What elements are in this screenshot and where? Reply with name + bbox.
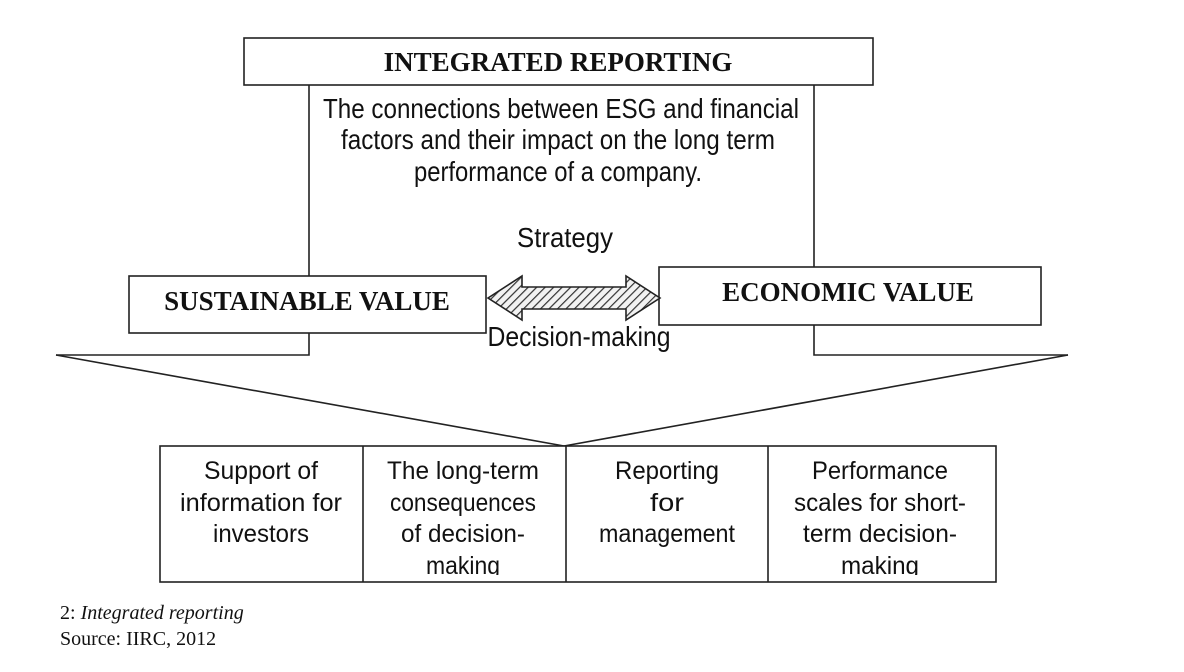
cell-2-line-2: consequences [390, 489, 536, 517]
cell-4-line-4: making [841, 552, 919, 580]
cells-text: Support of information for investors The… [180, 457, 966, 580]
cell-2-line-4: making [426, 552, 500, 580]
funnel-left-edge [55, 354, 565, 447]
caption-number: 2: [60, 602, 76, 624]
cell-1-line-3: investors [213, 520, 309, 548]
sustainable-value-box [128, 275, 487, 334]
caption-title-line: 2: Integrated reporting [60, 600, 244, 626]
cell-2-line-1: The long-term [387, 457, 539, 485]
description-line-1: The connections between ESG and financia… [323, 93, 799, 124]
frame-right-step [813, 325, 1068, 356]
cells-row [159, 445, 997, 583]
cell-3-line-3: management [599, 520, 735, 548]
description-line-3: performance of a company. [414, 156, 702, 187]
header-title: INTEGRATED REPORTING [384, 47, 733, 77]
cell-4-line-1: Performance [812, 457, 948, 485]
cell-2-line-3: of decision- [401, 520, 525, 548]
cell-4-line-2: scales for short- [794, 489, 966, 517]
double-arrow-icon [486, 274, 662, 322]
cell-1-line-2: information for [180, 489, 342, 517]
economic-value-box [658, 266, 1042, 326]
sustainable-value-label: SUSTAINABLE VALUE [164, 286, 450, 316]
decision-making-label: Decision-making [488, 321, 671, 352]
caption-source: Source: IIRC, 2012 [60, 628, 217, 650]
funnel-right-edge [563, 354, 1069, 447]
figure-caption: 2: Integrated reporting Source: IIRC, 20… [60, 600, 244, 652]
integrated-reporting-diagram: INTEGRATED REPORTING The connections bet… [55, 37, 1069, 583]
caption-title: Integrated reporting [80, 602, 244, 624]
description-line-2: factors and their impact on the long ter… [341, 124, 775, 155]
cell-3-line-2: for [650, 489, 684, 517]
header-box [243, 37, 874, 86]
strategy-label: Strategy [517, 222, 613, 253]
economic-value-label: ECONOMIC VALUE [722, 277, 974, 307]
cell-4-line-3: term decision- [803, 520, 957, 548]
cell-1-line-1: Support of [204, 457, 318, 485]
frame-left-step [56, 333, 310, 356]
cell-3-line-1: Reporting [615, 457, 719, 485]
